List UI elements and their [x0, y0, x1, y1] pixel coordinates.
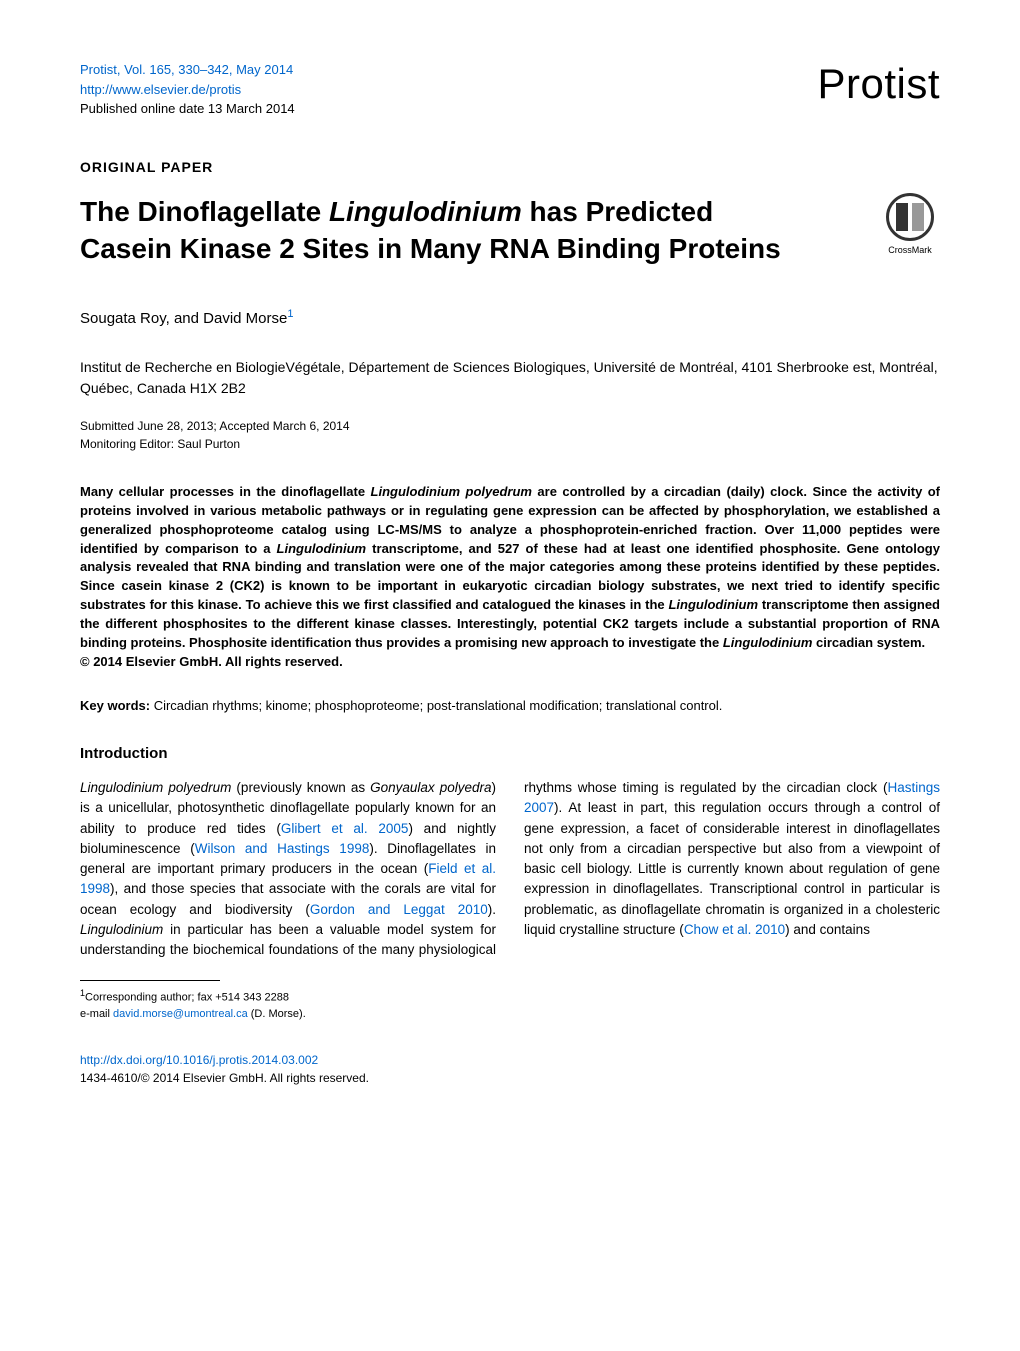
citation-line: Protist, Vol. 165, 330–342, May 2014 [80, 62, 293, 77]
citation-block: Protist, Vol. 165, 330–342, May 2014 htt… [80, 60, 295, 119]
author-1: Sougata Roy [80, 310, 166, 327]
intro-i: Lingulodinium [80, 922, 163, 937]
cite-link[interactable]: Glibert et al. 2005 [281, 821, 409, 836]
keywords: Key words: Circadian rhythms; kinome; ph… [80, 696, 940, 716]
intro-i: Lingulodinium polyedrum [80, 780, 231, 795]
cite-link[interactable]: Gordon and Leggat 2010 [310, 902, 488, 917]
abs-i: Lingulodinium [723, 635, 813, 650]
crossmark-badge[interactable]: CrossMark [880, 193, 940, 255]
author-2: David Morse [203, 310, 287, 327]
body-columns: Lingulodinium polyedrum (previously know… [80, 778, 940, 960]
intro-t: (previously known as [231, 780, 370, 795]
author-sup[interactable]: 1 [287, 308, 293, 320]
intro-t: ). At least in part, this regulation occ… [524, 800, 940, 937]
footnote-email-name: (D. Morse). [248, 1008, 306, 1020]
footnote-text: Corresponding author; fax +514 343 2288 [85, 992, 289, 1004]
title-text-pre: The Dinoflagellate [80, 196, 329, 227]
section-label: ORIGINAL PAPER [80, 159, 940, 175]
title-italic: Lingulodinium [329, 196, 522, 227]
keywords-label: Key words: [80, 698, 154, 713]
intro-i: Gonyaulax polyedra [370, 780, 491, 795]
authors: Sougata Roy, and David Morse1 [80, 308, 940, 327]
intro-t: ). [488, 902, 496, 917]
journal-url[interactable]: http://www.elsevier.de/protis [80, 82, 241, 97]
cite-link[interactable]: Wilson and Hastings 1998 [195, 841, 370, 856]
issn-line: 1434-4610/© 2014 Elsevier GmbH. All righ… [80, 1071, 369, 1085]
abs-i: Lingulodinium polyedrum [371, 484, 532, 499]
doi-link[interactable]: http://dx.doi.org/10.1016/j.protis.2014.… [80, 1053, 318, 1067]
footnote-rule [80, 980, 220, 981]
footnote-email[interactable]: david.morse@umontreal.ca [113, 1008, 248, 1020]
corresponding-footnote: 1Corresponding author; fax +514 343 2288… [80, 987, 940, 1023]
affiliation: Institut de Recherche en BiologieVégétal… [80, 357, 940, 399]
page-footer: http://dx.doi.org/10.1016/j.protis.2014.… [80, 1051, 940, 1087]
abs-t: Many cellular processes in the dinoflage… [80, 484, 371, 499]
crossmark-label: CrossMark [888, 245, 932, 255]
footnote-email-label: e-mail [80, 1008, 113, 1020]
article-title: The Dinoflagellate Lingulodinium has Pre… [80, 193, 800, 269]
abs-t: circadian system. [812, 635, 925, 650]
crossmark-icon [886, 193, 934, 241]
page-header: Protist, Vol. 165, 330–342, May 2014 htt… [80, 60, 940, 119]
cite-link[interactable]: Chow et al. 2010 [684, 922, 785, 937]
intro-heading: Introduction [80, 745, 940, 762]
pub-date: Published online date 13 March 2014 [80, 101, 295, 116]
keywords-text: Circadian rhythms; kinome; phosphoproteo… [154, 698, 723, 713]
abs-i: Lingulodinium [277, 541, 367, 556]
submission-dates: Submitted June 28, 2013; Accepted March … [80, 417, 940, 453]
dates-line1: Submitted June 28, 2013; Accepted March … [80, 419, 350, 433]
intro-paragraph: Lingulodinium polyedrum (previously know… [80, 778, 940, 960]
author-sep: , and [166, 310, 204, 327]
intro-t: ) and contains [785, 922, 870, 937]
title-row: The Dinoflagellate Lingulodinium has Pre… [80, 193, 940, 269]
abs-copyright: © 2014 Elsevier GmbH. All rights reserve… [80, 654, 343, 669]
abstract: Many cellular processes in the dinoflage… [80, 483, 940, 671]
journal-logo: Protist [817, 60, 940, 108]
abs-i: Lingulodinium [668, 597, 758, 612]
dates-line2: Monitoring Editor: Saul Purton [80, 437, 240, 451]
